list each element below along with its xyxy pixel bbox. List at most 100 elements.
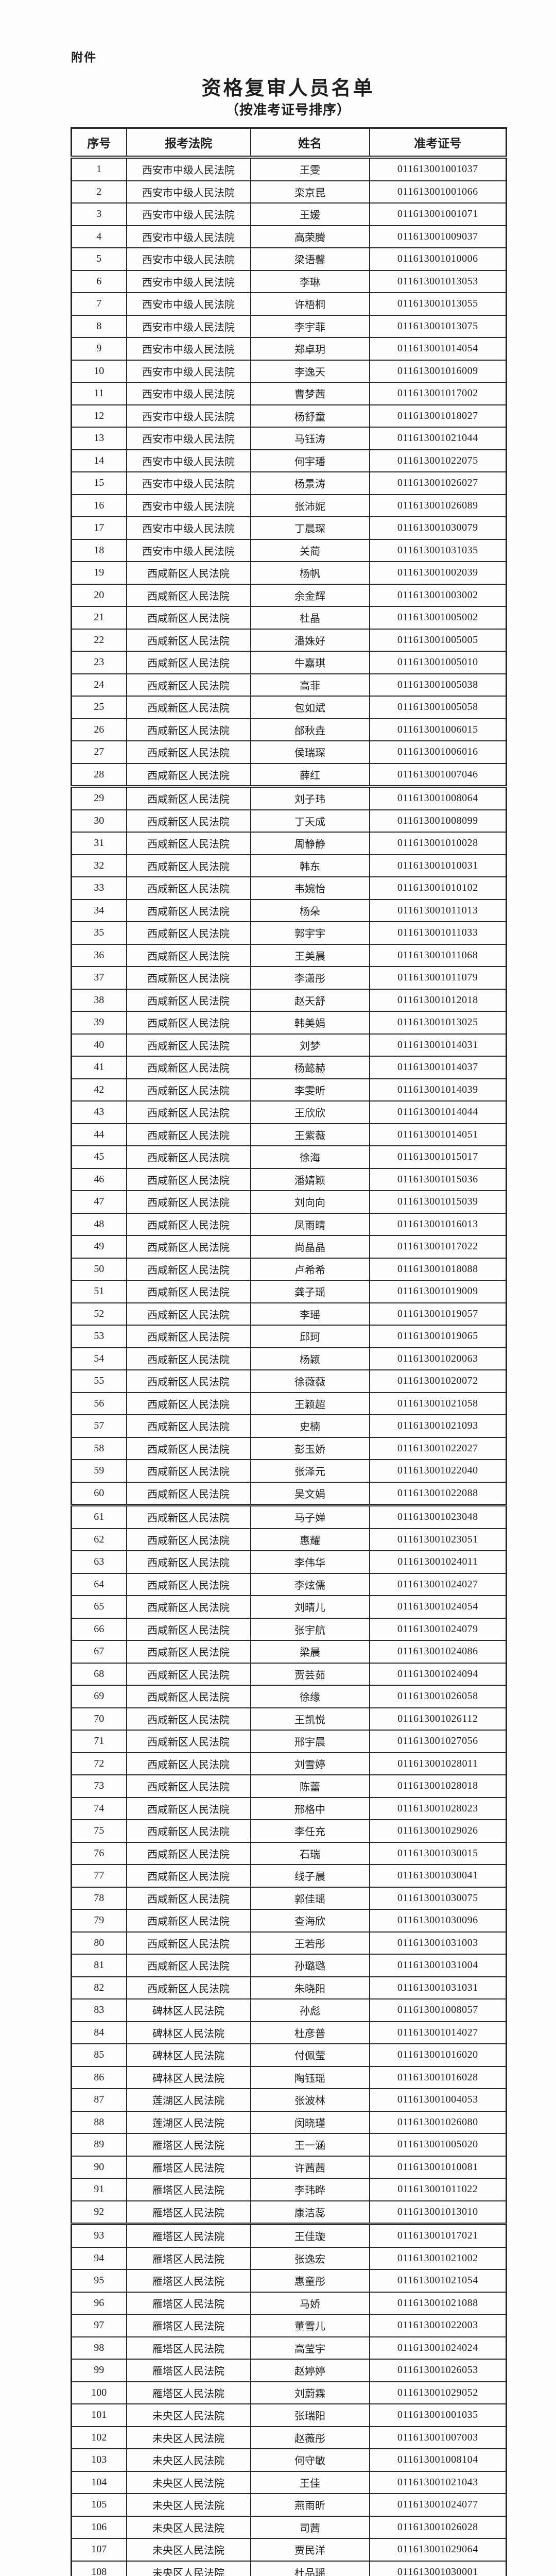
court-cell: 未央区人民法院 (126, 2538, 251, 2562)
table-row: 44 西咸新区人民法院 王紫薇 011613001014051 (71, 1123, 507, 1146)
name-cell: 栾京昆 (250, 180, 370, 204)
name-cell: 余金辉 (250, 583, 370, 607)
ticket-cell: 011613001014051 (369, 1123, 507, 1146)
name-cell: 徐薇薇 (250, 1369, 370, 1393)
ticket-cell: 011613001010006 (369, 247, 507, 271)
court-cell: 西咸新区人民法院 (126, 1572, 251, 1596)
row-no-cell: 63 (71, 1550, 127, 1574)
row-no-cell: 98 (71, 2336, 127, 2360)
row-no-cell: 73 (71, 1774, 127, 1798)
name-cell: 徐海 (250, 1145, 370, 1169)
table-row: 29 西咸新区人民法院 刘子玮 011613001008064 (71, 785, 507, 810)
court-cell: 西安市中级人民法院 (126, 404, 251, 428)
table-row: 15 西安市中级人民法院 杨景涛 011613001026027 (71, 471, 507, 495)
name-cell: 康洁蕊 (250, 2200, 370, 2225)
court-cell: 未央区人民法院 (126, 2493, 251, 2517)
row-no-cell: 107 (71, 2538, 127, 2562)
court-cell: 西安市中级人民法院 (126, 337, 251, 361)
ticket-cell: 011613001019009 (369, 1280, 507, 1303)
row-no-cell: 89 (71, 2133, 127, 2157)
court-cell: 西咸新区人民法院 (126, 1662, 251, 1686)
table-row: 32 西咸新区人民法院 韩东 011613001010031 (71, 854, 507, 877)
court-cell: 西咸新区人民法院 (126, 740, 251, 764)
row-no-cell: 43 (71, 1100, 127, 1124)
row-no-cell: 64 (71, 1572, 127, 1596)
ticket-cell: 011613001014044 (369, 1100, 507, 1124)
row-no-cell: 77 (71, 1864, 127, 1888)
name-cell: 潘婧颖 (250, 1167, 370, 1191)
ticket-cell: 011613001026112 (369, 1707, 507, 1731)
row-no-cell: 44 (71, 1123, 127, 1146)
name-cell: 赵婷婷 (250, 2359, 370, 2382)
ticket-cell: 011613001026089 (369, 494, 507, 517)
name-cell: 刘蔚霖 (250, 2381, 370, 2404)
ticket-cell: 011613001021002 (369, 2246, 507, 2270)
name-cell: 韩东 (250, 854, 370, 877)
court-cell: 西咸新区人民法院 (126, 1414, 251, 1438)
name-cell: 刘向向 (250, 1190, 370, 1214)
table-row: 96 雁塔区人民法院 马娇 011613001021088 (71, 2291, 507, 2315)
court-cell: 西咸新区人民法院 (126, 1685, 251, 1708)
court-cell: 西咸新区人民法院 (126, 1640, 251, 1664)
ticket-cell: 011613001017002 (369, 382, 507, 405)
row-no-cell: 18 (71, 538, 127, 562)
row-no-cell: 95 (71, 2269, 127, 2293)
name-cell: 梁晨 (250, 1640, 370, 1664)
table-row: 75 西咸新区人民法院 李任充 011613001029026 (71, 1819, 507, 1843)
row-no-cell: 11 (71, 382, 127, 405)
table-row: 81 西咸新区人民法院 孙璐璐 011613001031004 (71, 1954, 507, 1977)
name-cell: 孙璐璐 (250, 1954, 370, 1977)
ticket-cell: 011613001022075 (369, 449, 507, 472)
name-cell: 李雯昕 (250, 1078, 370, 1101)
ticket-cell: 011613001021088 (369, 2291, 507, 2315)
ticket-cell: 011613001005005 (369, 628, 507, 652)
table-row: 77 西咸新区人民法院 线子晨 011613001030041 (71, 1864, 507, 1888)
table-row: 93 雁塔区人民法院 王佳璇 011613001017021 (71, 2223, 507, 2248)
name-cell: 许茜茜 (250, 2155, 370, 2179)
row-no-cell: 97 (71, 2314, 127, 2337)
ticket-cell: 011613001014037 (369, 1056, 507, 1079)
court-cell: 西咸新区人民法院 (126, 832, 251, 855)
name-cell: 韩美娟 (250, 1011, 370, 1035)
court-cell: 西咸新区人民法院 (126, 762, 251, 787)
row-no-cell: 31 (71, 832, 127, 855)
ticket-cell: 011613001011013 (369, 899, 507, 922)
table-row: 85 碑林区人民法院 付佩莹 011613001016020 (71, 2043, 507, 2067)
name-cell: 王若彤 (250, 1931, 370, 1955)
name-cell: 贾芸茹 (250, 1662, 370, 1686)
court-cell: 西咸新区人民法院 (126, 1325, 251, 1348)
row-no-cell: 12 (71, 404, 127, 428)
name-cell: 李伟华 (250, 1550, 370, 1574)
row-no-cell: 52 (71, 1302, 127, 1326)
table-row: 103 未央区人民法院 何守敏 011613001008104 (71, 2448, 507, 2472)
row-no-cell: 16 (71, 494, 127, 517)
table-row: 61 西咸新区人民法院 马子婵 011613001023048 (71, 1504, 507, 1529)
ticket-cell: 011613001005038 (369, 673, 507, 697)
row-no-cell: 37 (71, 966, 127, 990)
table-row: 105 未央区人民法院 燕雨昕 011613001024077 (71, 2493, 507, 2517)
table-row: 49 西咸新区人民法院 尚晶晶 011613001017022 (71, 1235, 507, 1259)
name-cell: 尚晶晶 (250, 1235, 370, 1259)
court-cell: 西咸新区人民法院 (126, 1730, 251, 1753)
name-cell: 刘子玮 (250, 785, 370, 810)
court-cell: 西咸新区人民法院 (126, 1459, 251, 1483)
court-cell: 西咸新区人民法院 (126, 1369, 251, 1393)
name-cell: 杜品瑶 (250, 2560, 370, 2576)
court-cell: 雁塔区人民法院 (126, 2155, 251, 2179)
table-row: 38 西咸新区人民法院 赵天舒 011613001012018 (71, 988, 507, 1012)
court-cell: 碑林区人民法院 (126, 2065, 251, 2089)
table-row: 1 西安市中级人民法院 王雯 011613001001037 (71, 157, 507, 181)
table-row: 86 碑林区人民法院 陶钰瑶 011613001016028 (71, 2065, 507, 2089)
table-row: 23 西咸新区人民法院 牛嘉琪 011613001005010 (71, 651, 507, 674)
name-cell: 邱珂 (250, 1325, 370, 1348)
court-cell: 西咸新区人民法院 (126, 606, 251, 630)
court-cell: 西咸新区人民法院 (126, 966, 251, 990)
court-cell: 西咸新区人民法院 (126, 988, 251, 1012)
court-cell: 西安市中级人民法院 (126, 471, 251, 495)
court-cell: 西咸新区人民法院 (126, 1235, 251, 1259)
table-row: 102 未央区人民法院 赵薇彤 011613001007003 (71, 2426, 507, 2449)
name-cell: 张瑞阳 (250, 2403, 370, 2427)
table-row: 91 雁塔区人民法院 李玮晔 011613001011022 (71, 2178, 507, 2201)
table-row: 28 西咸新区人民法院 薛红 011613001007046 (71, 762, 507, 787)
ticket-cell: 011613001028011 (369, 1752, 507, 1775)
